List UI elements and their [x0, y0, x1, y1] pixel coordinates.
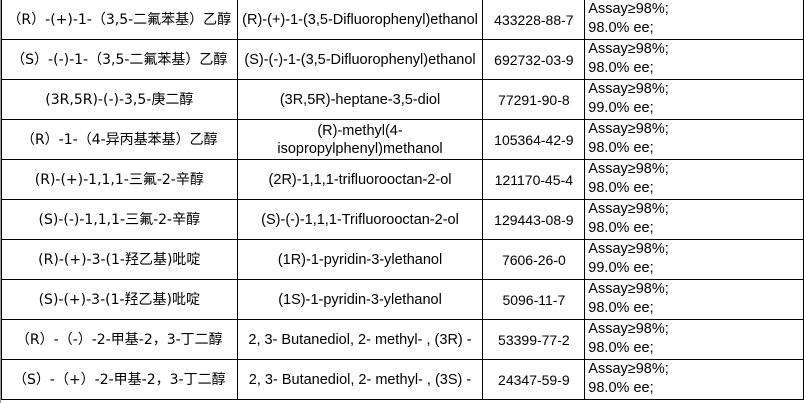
english-name-cell[interactable]: (R)-(+)-1-(3,5-Difluorophenyl)ethanol [236, 0, 484, 40]
spec-cell[interactable]: Assay≥98%; 98.0% ee; [584, 39, 804, 80]
assay-text: Assay≥98%; [588, 1, 669, 17]
ee-text: 98.0% ee; [588, 340, 654, 356]
chinese-name-cell[interactable]: （S）-(-)-1-（3,5-二氟苯基）乙醇 [1, 39, 238, 80]
spec-cell[interactable]: Assay≥98%; 98.0% ee; [584, 159, 804, 200]
ee-text: 99.0% ee; [588, 100, 654, 116]
spec-cell[interactable]: Assay≥98%; 98.0% ee; [584, 199, 804, 240]
cas-number-cell[interactable]: 24347-59-9 [482, 359, 586, 400]
spec-cell[interactable]: Assay≥98%; 99.0% ee; [584, 239, 804, 280]
chinese-name-cell[interactable]: （R）-(+)-1-（3,5-二氟苯基）乙醇 [1, 0, 238, 40]
assay-text: Assay≥98%; [588, 161, 669, 177]
english-name-cell[interactable]: (R)-methyl(4-isopropylphenyl)methanol [236, 119, 484, 160]
ee-text: 98.0% ee; [588, 140, 654, 156]
table-row: (3R,5R)-(-)-3,5-庚二醇 (3R,5R)-heptane-3,5-d… [1, 79, 804, 120]
chinese-name-cell[interactable]: （S）-（+）-2-甲基-2，3-丁二醇 [1, 359, 238, 400]
cas-number-cell[interactable]: 433228-88-7 [482, 0, 586, 40]
ee-text: 98.0% ee; [588, 300, 654, 316]
cas-number-cell[interactable]: 105364-42-9 [482, 119, 586, 160]
ee-text: 98.0% ee; [588, 180, 654, 196]
ee-text: 99.0% ee; [588, 260, 654, 276]
assay-text: Assay≥98%; [588, 41, 669, 57]
spec-cell[interactable]: Assay≥98%; 99.0% ee; [584, 79, 804, 120]
chinese-name-cell[interactable]: （R）-1-（4-异丙基苯基）乙醇 [1, 119, 238, 160]
chinese-name-cell[interactable]: (S)-(+)-3-(1-羟乙基)吡啶 [1, 279, 238, 320]
chinese-name-cell[interactable]: (R)-(+)-3-(1-羟乙基)吡啶 [1, 239, 238, 280]
chinese-name-cell[interactable]: (R)-(+)-1,1,1-三氟-2-辛醇 [1, 159, 238, 200]
table-row: (R)-(+)-1,1,1-三氟-2-辛醇 (2R)-1,1,1-trifluor… [1, 159, 804, 200]
assay-text: Assay≥98%; [588, 241, 669, 257]
left-edge [0, 0, 1, 403]
table-row: （S）-(-)-1-（3,5-二氟苯基）乙醇 (S)-(-)-1-(3,5-Dif… [1, 39, 804, 80]
table-row: （R）-(+)-1-（3,5-二氟苯基）乙醇 (R)-(+)-1-(3,5-Dif… [1, 0, 804, 40]
cas-number-cell[interactable]: 121170-45-4 [482, 159, 586, 200]
english-name-cell[interactable]: (S)-(-)-1,1,1-Trifluorooctan-2-ol [236, 199, 484, 240]
table-row: （R）-（-）-2-甲基-2，3-丁二醇 2, 3- Butanediol, 2-… [1, 319, 804, 360]
cas-number-cell[interactable]: 77291-90-8 [482, 79, 586, 120]
english-name-cell[interactable]: (1S)-1-pyridin-3-ylethanol [236, 279, 484, 320]
cas-number-cell[interactable]: 53399-77-2 [482, 319, 586, 360]
cas-number-cell[interactable]: 7606-26-0 [482, 239, 586, 280]
table-row: （R）-1-（4-异丙基苯基）乙醇 (R)-methyl(4-isopropylp… [1, 119, 804, 160]
cas-number-cell[interactable]: 129443-08-9 [482, 199, 586, 240]
ee-text: 98.0% ee; [588, 60, 654, 76]
assay-text: Assay≥98%; [588, 361, 669, 377]
table-row: （S）-（+）-2-甲基-2，3-丁二醇 2, 3- Butanediol, 2-… [1, 359, 804, 400]
ee-text: 98.0% ee; [588, 220, 654, 236]
assay-text: Assay≥98%; [588, 201, 669, 217]
assay-text: Assay≥98%; [588, 81, 669, 97]
table-row: (S)-(+)-3-(1-羟乙基)吡啶 (1S)-1-pyridin-3-ylet… [1, 279, 804, 320]
ee-text: 98.0% ee; [588, 20, 654, 36]
assay-text: Assay≥98%; [588, 321, 669, 337]
english-name-cell[interactable]: (S)-(-)-1-(3,5-Difluorophenyl)ethanol [236, 39, 484, 80]
chinese-name-cell[interactable]: (S)-(-)-1,1,1-三氟-2-辛醇 [1, 199, 238, 240]
assay-text: Assay≥98%; [588, 281, 669, 297]
cas-number-cell[interactable]: 692732-03-9 [482, 39, 586, 80]
spec-cell[interactable]: Assay≥98%; 98.0% ee; [584, 359, 804, 400]
english-name-cell[interactable]: (3R,5R)-heptane-3,5-diol [236, 79, 484, 120]
english-name-cell[interactable]: 2, 3- Butanediol, 2- methyl- , (3R) - [236, 319, 484, 360]
spec-cell[interactable]: Assay≥98%; 98.0% ee; [584, 319, 804, 360]
english-name-cell[interactable]: (2R)-1,1,1-trifluorooctan-2-ol [236, 159, 484, 200]
cas-number-cell[interactable]: 5096-11-7 [482, 279, 586, 320]
ee-text: 98.0% ee; [588, 380, 654, 396]
english-name-cell[interactable]: (1R)-1-pyridin-3-ylethanol [236, 239, 484, 280]
spec-cell[interactable]: Assay≥98%; 98.0% ee; [584, 119, 804, 160]
english-name-cell[interactable]: 2, 3- Butanediol, 2- methyl- , (3S) - [236, 359, 484, 400]
table-row: (R)-(+)-3-(1-羟乙基)吡啶 (1R)-1-pyridin-3-ylet… [1, 239, 804, 280]
chinese-name-cell[interactable]: （R）-（-）-2-甲基-2，3-丁二醇 [1, 319, 238, 360]
spec-cell[interactable]: Assay≥98%; 98.0% ee; [584, 279, 804, 320]
spec-cell[interactable]: Assay≥98%; 98.0% ee; [584, 0, 804, 40]
table-row: (S)-(-)-1,1,1-三氟-2-辛醇 (S)-(-)-1,1,1-Trifl… [1, 199, 804, 240]
assay-text: Assay≥98%; [588, 121, 669, 137]
chinese-name-cell[interactable]: (3R,5R)-(-)-3,5-庚二醇 [1, 79, 238, 120]
